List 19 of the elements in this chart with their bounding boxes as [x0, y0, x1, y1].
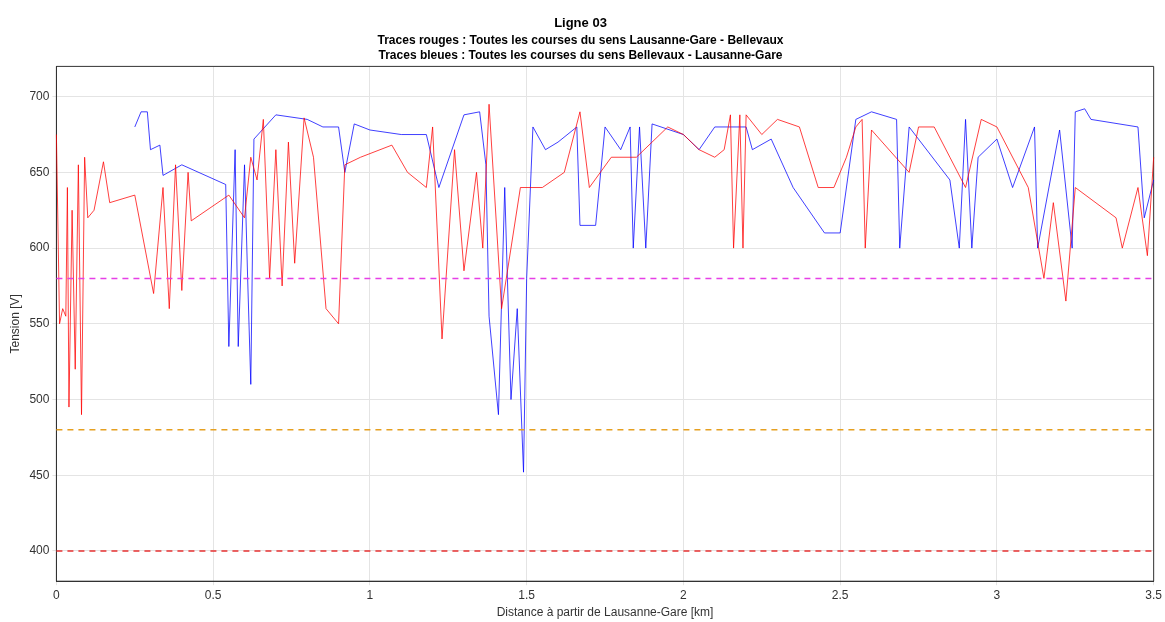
x-tick-label: 0.5	[204, 587, 222, 602]
y-axis-title: Tension [V]	[7, 294, 22, 354]
x-tick-label: 0	[53, 587, 61, 602]
y-tick-label: 650	[29, 164, 50, 179]
y-tick-label: 700	[29, 88, 50, 103]
x-tick-label: 2	[680, 587, 688, 602]
y-tick-label: 400	[29, 543, 50, 558]
x-tick-label: 3.5	[1145, 587, 1163, 602]
y-tick-label: 500	[29, 391, 50, 406]
x-axis-title: Distance à partir de Lausanne-Gare [km]	[496, 605, 714, 620]
x-tick-label: 1.5	[518, 587, 536, 602]
y-tick-label: 450	[29, 467, 50, 482]
chart-subtitle: Traces rouges : Toutes les courses du sens Lausanne-Gare - Bellevaux Traces bleues : Toutes les courses du sens Bellevaux - Lausanne-Gare	[377, 33, 784, 62]
x-tick-label: 3	[993, 587, 1001, 602]
x-tick-label: 2.5	[831, 587, 849, 602]
y-tick-label: 550	[29, 316, 50, 331]
x-tick-label: 1	[366, 587, 374, 602]
chart-title: Ligne 03	[554, 15, 607, 31]
y-tick-label: 600	[29, 240, 50, 255]
